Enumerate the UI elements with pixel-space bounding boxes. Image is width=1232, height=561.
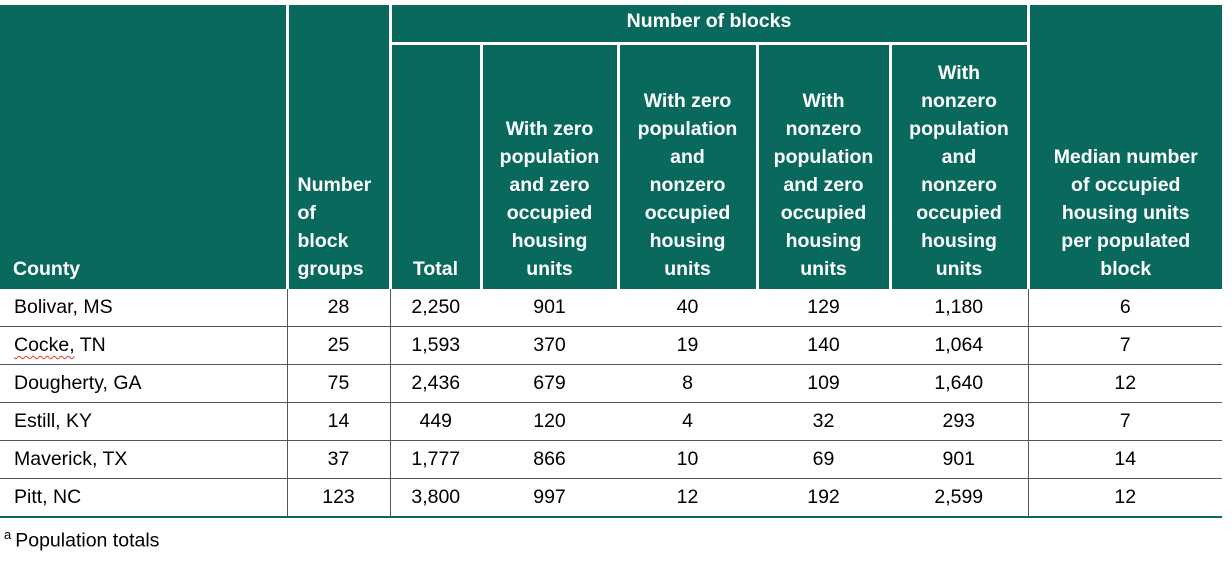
cell-zero-pop-nonzero-units: 10 bbox=[618, 440, 757, 479]
col-header-number-of-blocks: Number of blocks bbox=[390, 5, 1030, 45]
cell-nonzero-pop-zero-units: 69 bbox=[757, 440, 890, 479]
table-row: Cocke, TN 25 1,593 370 19 140 1,064 7 bbox=[0, 326, 1222, 365]
col-header-zero-pop-zero-units: With zero population and zero occupied h… bbox=[481, 43, 620, 289]
header-band-row: County Number of block groups Number of … bbox=[0, 5, 1222, 289]
cell-total: 2,436 bbox=[390, 364, 481, 403]
col-header-median-occupied-units: Median number of occupied housing units … bbox=[1028, 5, 1222, 289]
col-header-block-groups: Number of block groups bbox=[287, 5, 392, 289]
col-header-county: County bbox=[0, 5, 289, 289]
cell-nonzero-pop-zero-units: 32 bbox=[757, 402, 890, 441]
cell-zero-pop-nonzero-units: 12 bbox=[618, 478, 757, 518]
table-row: Maverick, TX 37 1,777 866 10 69 901 14 bbox=[0, 440, 1222, 479]
cell-county: Cocke, TN bbox=[0, 326, 288, 365]
cell-median-occupied-units: 14 bbox=[1028, 440, 1222, 479]
cell-block-groups: 28 bbox=[287, 289, 391, 327]
cell-zero-pop-zero-units: 901 bbox=[481, 289, 618, 327]
cell-zero-pop-zero-units: 997 bbox=[481, 478, 618, 518]
cell-zero-pop-nonzero-units: 40 bbox=[618, 289, 757, 327]
cell-block-groups: 75 bbox=[287, 364, 391, 403]
cell-nonzero-pop-nonzero-units: 901 bbox=[890, 440, 1029, 479]
cell-median-occupied-units: 7 bbox=[1028, 326, 1222, 365]
cell-zero-pop-nonzero-units: 8 bbox=[618, 364, 757, 403]
cell-nonzero-pop-nonzero-units: 1,640 bbox=[890, 364, 1029, 403]
col-header-total: Total bbox=[390, 43, 483, 289]
col-header-nonzero-pop-zero-units: With nonzero population and zero occupie… bbox=[757, 43, 892, 289]
county-blocks-table: County Number of block groups Number of … bbox=[0, 5, 1222, 518]
cell-zero-pop-nonzero-units: 4 bbox=[618, 402, 757, 441]
cell-zero-pop-zero-units: 370 bbox=[481, 326, 618, 365]
cell-zero-pop-zero-units: 866 bbox=[481, 440, 618, 479]
cell-total: 1,777 bbox=[390, 440, 481, 479]
cell-block-groups: 14 bbox=[287, 402, 391, 441]
cell-median-occupied-units: 7 bbox=[1028, 402, 1222, 441]
cell-county: Estill, KY bbox=[0, 402, 288, 441]
cell-block-groups: 25 bbox=[287, 326, 391, 365]
cell-nonzero-pop-zero-units: 192 bbox=[757, 478, 890, 518]
header-sub-row: Total With zero population and zero occu… bbox=[0, 43, 1222, 289]
cell-nonzero-pop-nonzero-units: 1,064 bbox=[890, 326, 1029, 365]
misspelled-word: Cocke, bbox=[14, 334, 75, 356]
cell-county: Dougherty, GA bbox=[0, 364, 288, 403]
col-header-nonzero-pop-nonzero-units: With nonzero population and nonzero occu… bbox=[890, 43, 1030, 289]
table-row: Pitt, NC 123 3,800 997 12 192 2,599 12 bbox=[0, 478, 1222, 518]
table-header: County Number of block groups Number of … bbox=[0, 5, 1222, 289]
table-body: Bolivar, MS 28 2,250 901 40 129 1,180 6 Cocke, T… bbox=[0, 289, 1222, 518]
table-row: Bolivar, MS 28 2,250 901 40 129 1,180 6 bbox=[0, 289, 1222, 327]
cell-zero-pop-nonzero-units: 19 bbox=[618, 326, 757, 365]
footnote-marker: a bbox=[4, 527, 12, 542]
cell-nonzero-pop-zero-units: 140 bbox=[757, 326, 890, 365]
cell-nonzero-pop-zero-units: 109 bbox=[757, 364, 890, 403]
cell-median-occupied-units: 12 bbox=[1028, 364, 1222, 403]
cell-total: 449 bbox=[390, 402, 481, 441]
cell-nonzero-pop-zero-units: 129 bbox=[757, 289, 890, 327]
cell-total: 3,800 bbox=[390, 478, 481, 518]
cell-nonzero-pop-nonzero-units: 293 bbox=[890, 402, 1029, 441]
table-row: Estill, KY 14 449 120 4 32 293 7 bbox=[0, 402, 1222, 441]
cell-total: 1,593 bbox=[390, 326, 481, 365]
cell-block-groups: 123 bbox=[287, 478, 391, 518]
cell-median-occupied-units: 12 bbox=[1028, 478, 1222, 518]
cell-zero-pop-zero-units: 679 bbox=[481, 364, 618, 403]
table-row: Dougherty, GA 75 2,436 679 8 109 1,640 12 bbox=[0, 364, 1222, 403]
cell-total: 2,250 bbox=[390, 289, 481, 327]
col-header-zero-pop-nonzero-units: With zero population and nonzero occupie… bbox=[618, 43, 759, 289]
cell-nonzero-pop-nonzero-units: 2,599 bbox=[890, 478, 1029, 518]
cell-county: Bolivar, MS bbox=[0, 289, 288, 327]
cell-block-groups: 37 bbox=[287, 440, 391, 479]
footnote-text: Population totals bbox=[15, 529, 160, 552]
cell-nonzero-pop-nonzero-units: 1,180 bbox=[890, 289, 1029, 327]
cell-county: Maverick, TX bbox=[0, 440, 288, 479]
cell-county: Pitt, NC bbox=[0, 478, 288, 518]
footnote: a Population totals bbox=[4, 527, 1222, 553]
cell-median-occupied-units: 6 bbox=[1028, 289, 1222, 327]
cell-zero-pop-zero-units: 120 bbox=[481, 402, 618, 441]
